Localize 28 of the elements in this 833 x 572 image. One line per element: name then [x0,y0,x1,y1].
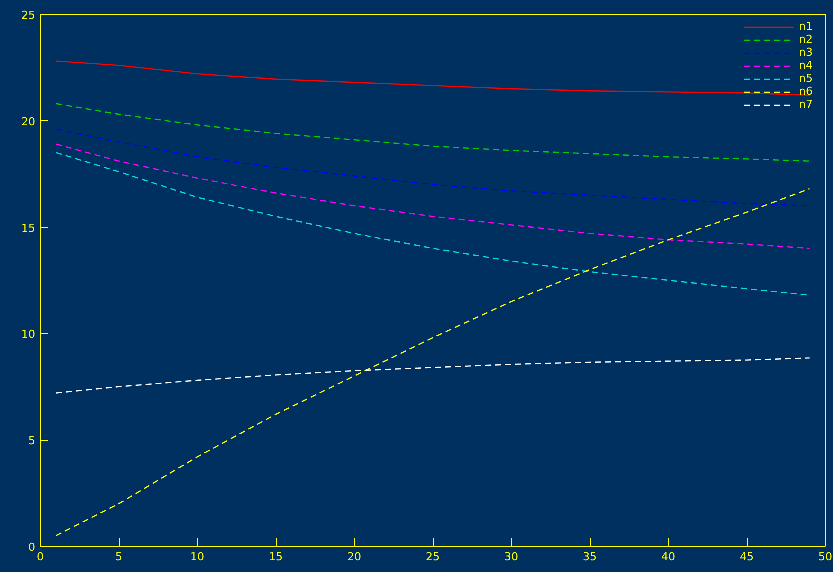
y-tick-label: 10 [22,328,36,342]
legend-label: n6 [799,85,814,98]
x-tick-label: 25 [426,550,440,564]
x-tick-label: 20 [348,550,362,564]
legend-label: n1 [799,20,814,33]
line-series [56,60,810,96]
x-tick-label: 35 [583,550,597,564]
x-tick-label: 5 [116,550,122,564]
x-tick-label: 15 [269,550,283,564]
line-series [56,358,810,394]
x-tick-label: 10 [190,550,204,564]
y-tick-label: 5 [28,434,36,448]
line-series [56,144,810,250]
y-tick-label: 20 [22,115,36,128]
legend-label: n2 [799,33,814,46]
line-series [56,188,810,536]
legend-label: n7 [799,98,814,111]
legend-label: n4 [799,59,814,72]
y-tick-label: 0 [28,541,36,554]
x-tick-label: 45 [740,550,754,564]
x-tick-label: 40 [662,550,676,564]
legend-label: n5 [799,72,814,85]
x-tick-label: 30 [504,550,518,564]
y-tick-label: 15 [22,222,36,235]
legend-label: n3 [799,46,814,59]
x-tick-label: 0 [37,550,44,564]
y-tick-label: 25 [22,9,36,22]
x-tick-label: 50 [818,550,832,564]
